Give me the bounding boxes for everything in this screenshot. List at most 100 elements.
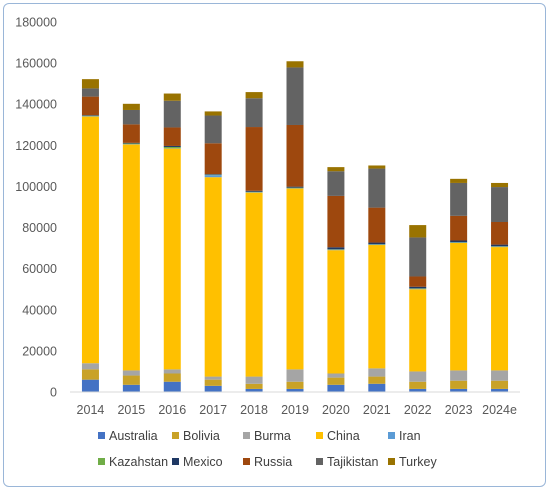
bar-segment-mexico-2018 — [245, 190, 263, 192]
bar-segment-russia-2014 — [81, 96, 99, 116]
legend-label-iran: Iran — [399, 429, 421, 443]
legend-swatch-australia — [98, 432, 105, 439]
bar-segment-china-2023 — [450, 242, 468, 371]
bar-segment-turkey-2018 — [245, 92, 263, 99]
x-tick-label: 2015 — [117, 403, 145, 417]
bar-segment-kazahstan-2016 — [163, 146, 181, 149]
bar-segment-mexico-2020 — [327, 247, 345, 250]
bar-segment-russia-2018 — [245, 127, 263, 191]
bar-segment-russia-2016 — [163, 127, 181, 146]
bar-segment-burma-2015 — [122, 370, 140, 376]
bar-segment-russia-2019 — [286, 124, 304, 187]
bar-segment-china-2015 — [122, 144, 140, 371]
bar-segment-burma-2020 — [327, 373, 345, 378]
bar-segment-bolivia-2019 — [286, 381, 304, 389]
legend-label-kazahstan: Kazahstan — [109, 455, 168, 469]
bar-segment-turkey-2024e — [491, 182, 509, 188]
legend: Australia Bolivia Burma China Iran Kazahstan M… — [98, 429, 437, 469]
legend-swatch-russia — [243, 458, 250, 465]
bar-segment-mexico-2022 — [409, 286, 427, 289]
bar-segment-burma-2023 — [450, 370, 468, 381]
bar-segment-bolivia-2017 — [204, 379, 222, 386]
bar-segment-bolivia-2015 — [122, 375, 140, 385]
bar-segment-australia-2018 — [245, 388, 263, 392]
y-tick-label: 160000 — [15, 57, 57, 71]
bar-segment-china-2022 — [409, 289, 427, 372]
y-axis: 0 20000 40000 60000 80000 100000 120000 140000 1… — [15, 16, 57, 400]
bar-segment-mexico-2017 — [204, 174, 222, 175]
bar-segment-australia-2016 — [163, 381, 181, 392]
bar-segment-burma-2021 — [368, 368, 386, 377]
bar-segment-bolivia-2014 — [81, 369, 99, 380]
bar-segment-australia-2024e — [491, 388, 509, 392]
bar-segment-australia-2023 — [450, 388, 468, 392]
x-tick-label: 2018 — [240, 403, 268, 417]
bar-segment-turkey-2022 — [409, 225, 427, 238]
bar-segment-mexico-2015 — [122, 142, 140, 144]
bar-segment-bolivia-2021 — [368, 376, 386, 384]
legend-swatch-tajikistan — [316, 458, 323, 465]
bar-segment-russia-2024e — [491, 222, 509, 245]
legend-swatch-iran — [388, 432, 395, 439]
bars — [81, 61, 509, 392]
bar-segment-burma-2019 — [286, 369, 304, 382]
bar-segment-tajikistan-2015 — [122, 109, 140, 125]
bar-segment-tajikistan-2022 — [409, 237, 427, 277]
x-axis: 2014 2015 2016 2017 2018 2019 2020 2021 2022 2023… — [70, 391, 520, 417]
bar-segment-australia-2015 — [122, 384, 140, 392]
bar-segment-mexico-2023 — [450, 240, 468, 243]
bar-segment-burma-2016 — [163, 369, 181, 374]
x-tick-label: 2016 — [158, 403, 186, 417]
bar-segment-turkey-2014 — [81, 79, 99, 89]
y-tick-label: 0 — [50, 386, 57, 400]
legend-label-bolivia: Bolivia — [183, 429, 220, 443]
y-tick-label: 180000 — [15, 16, 57, 30]
x-tick-label: 2021 — [363, 403, 391, 417]
bar-segment-mexico-2019 — [286, 186, 304, 188]
bar-segment-burma-2024e — [491, 370, 509, 381]
bar-segment-turkey-2019 — [286, 61, 304, 68]
y-tick-label: 80000 — [22, 221, 57, 235]
legend-label-russia: Russia — [254, 455, 292, 469]
bar-segment-tajikistan-2021 — [368, 168, 386, 208]
x-tick-label: 2014 — [77, 403, 105, 417]
bar-segment-turkey-2015 — [122, 103, 140, 110]
bar-segment-russia-2021 — [368, 207, 386, 243]
bar-segment-tajikistan-2023 — [450, 182, 468, 216]
bar-segment-tajikistan-2019 — [286, 67, 304, 125]
bar-segment-turkey-2021 — [368, 165, 386, 169]
x-tick-label: 2022 — [404, 403, 432, 417]
legend-swatch-bolivia — [172, 432, 179, 439]
bar-segment-tajikistan-2016 — [163, 100, 181, 128]
legend-label-china: China — [327, 429, 360, 443]
x-tick-label: 2020 — [322, 403, 350, 417]
legend-label-australia: Australia — [109, 429, 158, 443]
legend-swatch-turkey — [388, 458, 395, 465]
legend-swatch-china — [316, 432, 323, 439]
bar-segment-tajikistan-2018 — [245, 98, 263, 128]
bar-segment-china-2018 — [245, 192, 263, 377]
bar-segment-australia-2019 — [286, 388, 304, 392]
bar-segment-china-2014 — [81, 116, 99, 364]
bar-segment-china-2016 — [163, 148, 181, 370]
bar-segment-australia-2014 — [81, 379, 99, 392]
bar-segment-mexico-2016 — [163, 145, 181, 147]
y-tick-label: 140000 — [15, 98, 57, 112]
bar-segment-tajikistan-2017 — [204, 115, 222, 144]
bar-segment-bolivia-2022 — [409, 381, 427, 389]
bar-segment-burma-2022 — [409, 371, 427, 382]
y-tick-label: 100000 — [15, 180, 57, 194]
bar-segment-tajikistan-2024e — [491, 187, 509, 223]
legend-swatch-burma — [243, 432, 250, 439]
bar-segment-australia-2020 — [327, 384, 345, 392]
bar-segment-bolivia-2020 — [327, 377, 345, 385]
bar-segment-china-2020 — [327, 250, 345, 374]
legend-swatch-mexico — [172, 458, 179, 465]
legend-label-turkey: Turkey — [399, 455, 437, 469]
bar-segment-australia-2021 — [368, 383, 386, 392]
bar-segment-mexico-2021 — [368, 242, 386, 245]
bar-segment-australia-2022 — [409, 388, 427, 392]
bar-segment-bolivia-2016 — [163, 373, 181, 382]
bar-segment-china-2021 — [368, 245, 386, 369]
